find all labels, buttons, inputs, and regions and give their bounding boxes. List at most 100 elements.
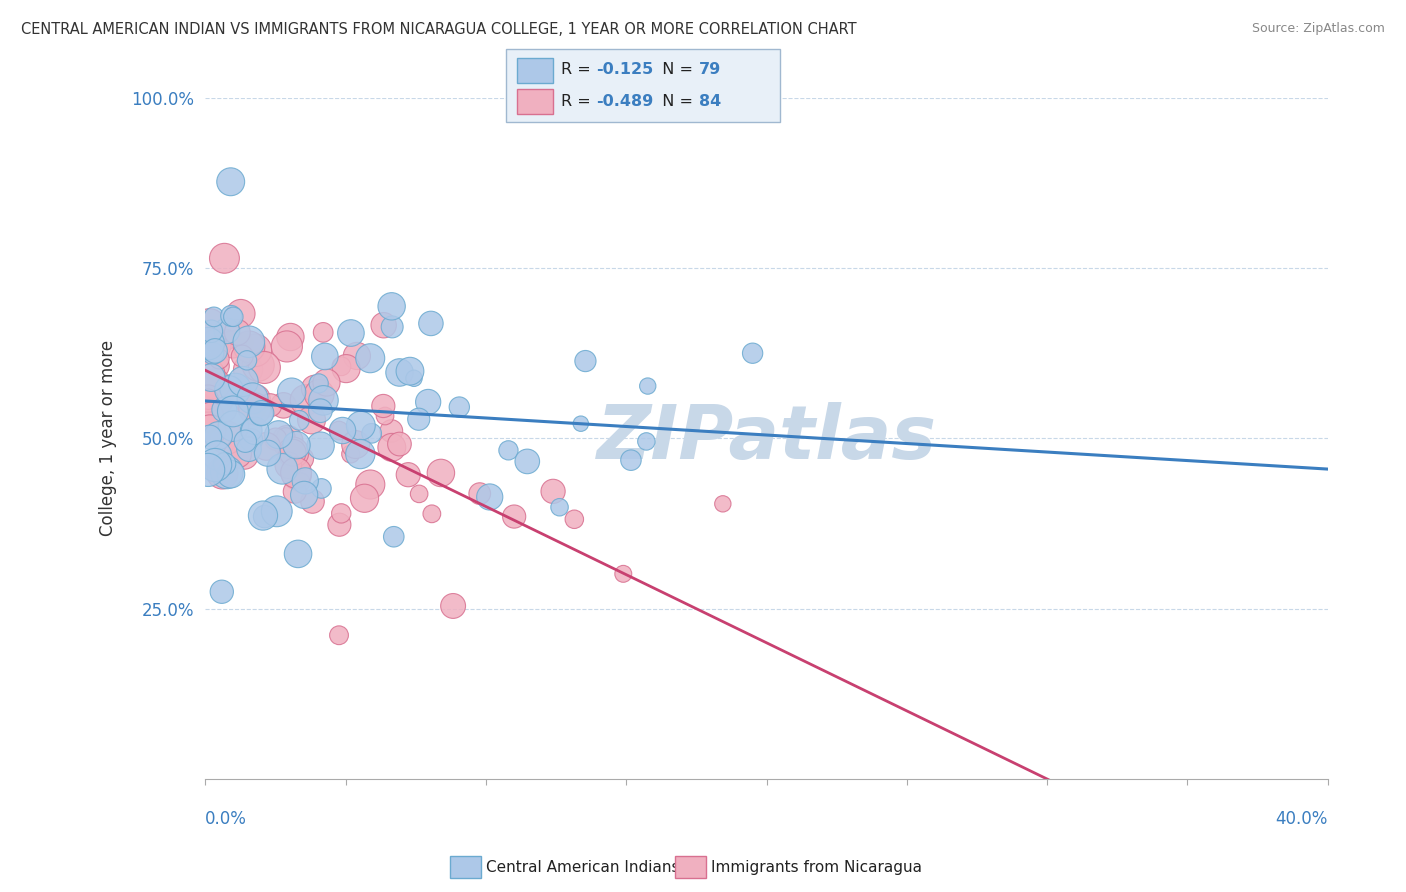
Point (271, 462, 294, 476)
Point (209, 339, 232, 353)
Point (741, 346, 763, 360)
Text: R =: R = (561, 94, 596, 109)
Point (353, 491, 375, 506)
Point (314, 350, 336, 364)
Point (346, 349, 368, 363)
Point (359, 351, 381, 366)
Point (222, 419, 245, 434)
Point (250, 406, 273, 420)
Point (214, 457, 236, 471)
Point (200, 367, 222, 381)
Point (197, 392, 219, 407)
Point (285, 466, 308, 480)
Point (204, 376, 226, 391)
Text: ZIPatlas: ZIPatlas (596, 402, 936, 475)
Point (359, 477, 381, 491)
Point (328, 517, 350, 532)
Text: N =: N = (652, 62, 699, 78)
Point (288, 475, 311, 490)
Point (373, 318, 395, 333)
Point (381, 319, 404, 334)
Point (240, 423, 263, 437)
Point (232, 335, 254, 350)
Point (399, 364, 422, 378)
Point (478, 490, 501, 504)
Point (344, 437, 367, 451)
Point (287, 547, 309, 561)
Point (200, 370, 222, 384)
Point (285, 438, 308, 452)
Point (226, 326, 249, 340)
Point (449, 400, 471, 414)
Point (205, 392, 228, 406)
Point (418, 395, 440, 409)
Point (636, 434, 658, 449)
Point (516, 454, 538, 468)
Point (211, 467, 233, 481)
Text: 0.0%: 0.0% (205, 810, 247, 828)
Point (308, 376, 330, 391)
Point (292, 488, 315, 502)
Text: -0.489: -0.489 (596, 94, 654, 109)
Point (402, 371, 425, 385)
Point (254, 439, 277, 453)
Point (207, 428, 229, 442)
Point (231, 349, 253, 363)
Point (208, 351, 231, 366)
Point (202, 310, 225, 324)
Point (211, 584, 233, 599)
Point (238, 340, 260, 354)
Point (222, 310, 245, 324)
Point (294, 393, 316, 408)
Point (245, 392, 267, 407)
Point (312, 393, 335, 408)
Point (330, 359, 353, 374)
Point (226, 447, 249, 461)
Point (233, 449, 256, 463)
Point (204, 458, 226, 472)
Point (711, 497, 734, 511)
Point (224, 382, 246, 396)
Point (243, 424, 266, 438)
Point (284, 484, 307, 499)
Point (205, 449, 228, 463)
Point (309, 439, 332, 453)
Point (215, 333, 238, 347)
Point (288, 413, 311, 427)
Point (408, 412, 430, 426)
Point (245, 343, 267, 358)
Point (311, 482, 333, 496)
Point (218, 383, 240, 397)
Point (419, 317, 441, 331)
Text: Central American Indians: Central American Indians (486, 860, 681, 874)
Point (330, 507, 353, 521)
Point (350, 418, 373, 433)
Point (308, 387, 330, 401)
Point (215, 324, 238, 338)
Point (222, 404, 245, 418)
Point (240, 433, 263, 447)
Point (349, 447, 371, 461)
Point (259, 398, 281, 412)
Text: 40.0%: 40.0% (1275, 810, 1327, 828)
Point (205, 359, 228, 373)
Point (468, 486, 491, 500)
Point (200, 324, 222, 338)
Point (198, 430, 221, 444)
Point (441, 599, 464, 613)
Point (247, 358, 270, 372)
Point (612, 566, 634, 581)
Point (382, 530, 405, 544)
Point (285, 467, 308, 482)
Point (281, 445, 304, 459)
Point (267, 427, 290, 442)
Point (219, 175, 242, 189)
Point (214, 402, 236, 417)
Point (197, 463, 219, 477)
Point (360, 426, 382, 441)
Point (204, 343, 226, 358)
Point (380, 424, 402, 438)
Point (332, 424, 354, 438)
Point (253, 509, 276, 524)
Text: Source: ZipAtlas.com: Source: ZipAtlas.com (1251, 22, 1385, 36)
